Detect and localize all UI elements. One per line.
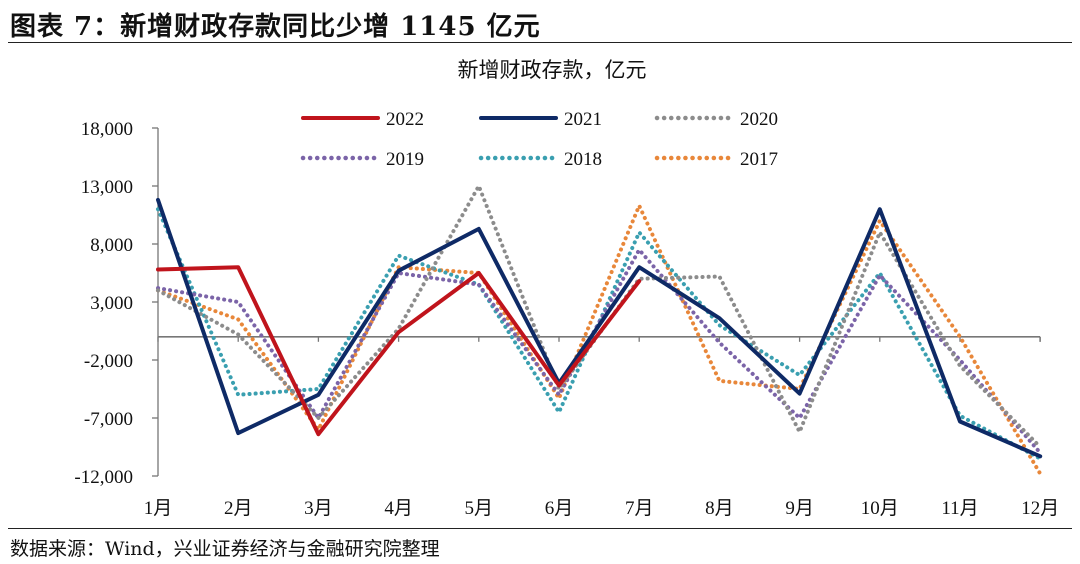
chart-title: 新增财政存款，亿元 — [458, 58, 647, 82]
legend-label: 2019 — [386, 149, 424, 170]
y-tick-label: 18,000 — [81, 119, 133, 140]
legend-item-2018: 2018 — [478, 149, 602, 170]
x-tick-label: 12月 — [1021, 498, 1059, 519]
x-tick-label: 10月 — [861, 498, 899, 519]
y-tick-label: -2,000 — [84, 351, 133, 372]
legend-label: 2022 — [386, 109, 424, 130]
y-tick-label: -12,000 — [74, 467, 133, 488]
x-tick-label: 3月 — [304, 498, 333, 519]
x-tick-label: 9月 — [785, 498, 814, 519]
legend-item-2017: 2017 — [654, 149, 778, 170]
series-line-2017 — [156, 203, 1043, 476]
legend-item-2021: 2021 — [479, 109, 602, 130]
x-tick-label: 8月 — [705, 498, 734, 519]
y-tick-label: 3,000 — [90, 293, 133, 314]
series-line-2018 — [156, 207, 1043, 461]
figure-title: 图表 7：新增财政存款同比少增 1145 亿元 — [10, 12, 541, 42]
y-tick-label: -7,000 — [84, 409, 133, 430]
chart-axes: 18,000 13,000 8,000 3,000 -2,000 -7,000 -12,00… — [74, 119, 1059, 519]
y-tick-label: 13,000 — [81, 177, 133, 198]
legend-item-2020: 2020 — [654, 109, 778, 130]
x-tick-label: 11月 — [941, 498, 978, 519]
chart-plot-area — [156, 184, 1043, 476]
footer-divider — [8, 528, 1072, 529]
x-tick-label: 4月 — [384, 498, 413, 519]
source-note: 数据来源：Wind，兴业证券经济与金融研究院整理 — [10, 538, 440, 560]
series-line-2022 — [156, 265, 642, 437]
legend-item-2019: 2019 — [300, 149, 424, 170]
legend-item-2022: 2022 — [301, 109, 424, 130]
legend-label: 2017 — [740, 149, 778, 170]
legend-label: 2020 — [740, 109, 778, 130]
legend-label: 2018 — [564, 149, 602, 170]
legend-label: 2021 — [564, 109, 602, 130]
title-divider — [8, 42, 1072, 43]
x-tick-label: 1月 — [144, 498, 173, 519]
chart-legend: 2022 2021 2020 2019 2018 2017 — [300, 109, 778, 170]
series-line-2021 — [156, 197, 1043, 459]
x-tick-label: 5月 — [465, 498, 494, 519]
x-tick-label: 2月 — [224, 498, 253, 519]
x-tick-label: 7月 — [625, 498, 654, 519]
y-tick-label: 8,000 — [90, 235, 133, 256]
x-tick-label: 6月 — [545, 498, 574, 519]
